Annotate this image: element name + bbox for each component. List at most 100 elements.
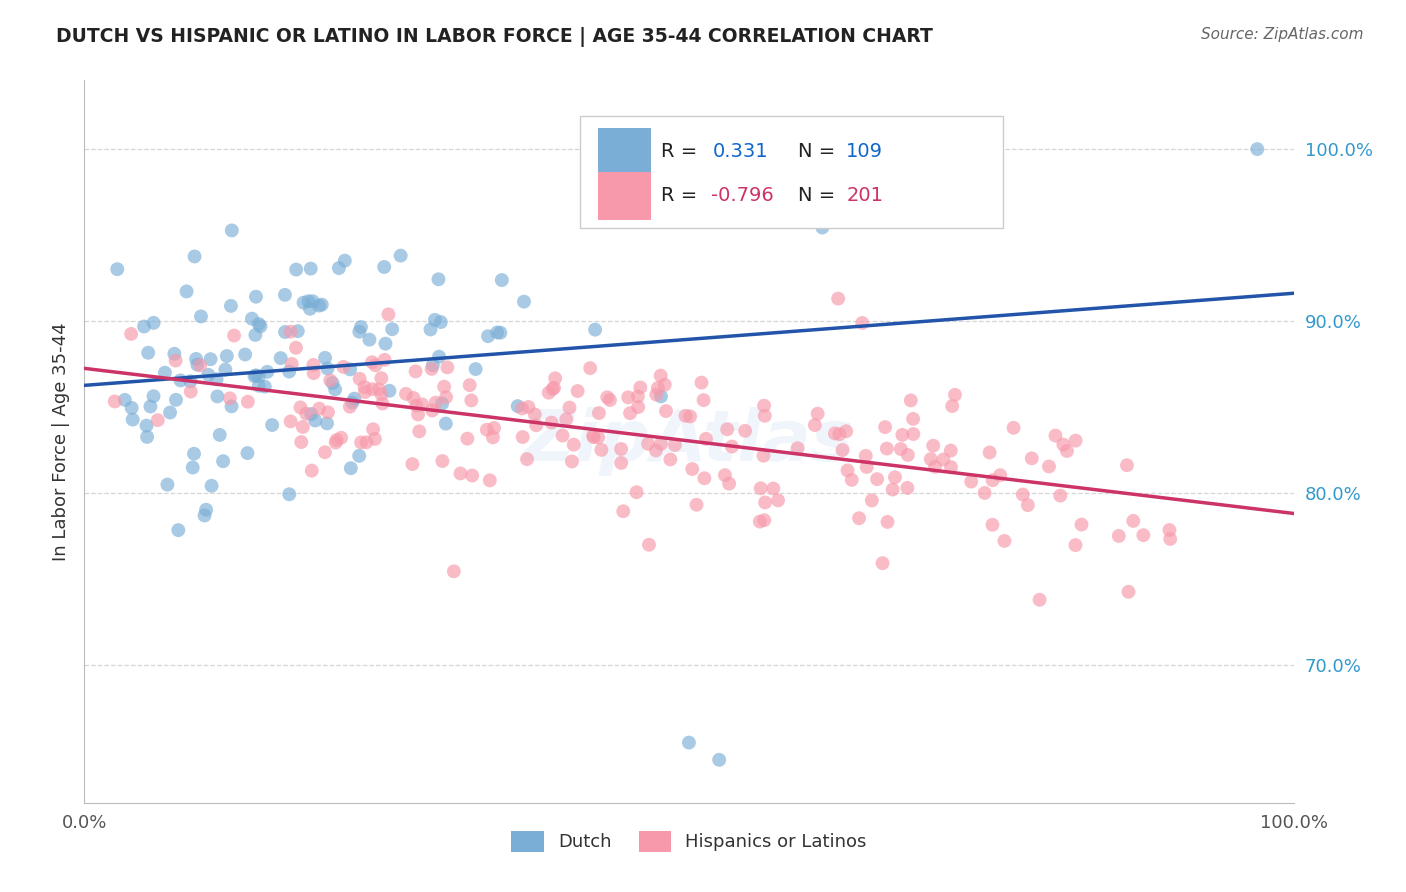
Point [135,418,157,433]
Point [153,366,176,380]
Point [193,508,215,523]
Point [249,319,271,334]
Point [236,446,259,460]
Point [190,310,212,324]
Point [301,294,323,309]
Point [558,401,581,415]
Point [855,449,877,463]
Point [430,396,453,410]
Point [876,515,898,529]
Point [693,471,716,485]
Point [482,421,505,435]
Point [181,460,204,475]
Point [240,311,263,326]
Point [654,377,676,392]
Point [280,357,302,371]
Point [121,412,143,426]
Point [389,249,412,263]
Point [245,368,267,383]
Point [299,407,322,421]
Point [339,362,361,376]
Point [979,445,1001,459]
Point [586,430,609,444]
Point [678,736,700,750]
Point [247,369,270,384]
Point [875,420,897,434]
Point [627,389,650,403]
Point [359,333,381,347]
Point [377,307,399,321]
Point [142,389,165,403]
Point [328,261,350,276]
Point [988,468,1011,483]
Point [754,495,776,509]
Point [831,442,853,457]
Point [367,382,389,396]
Point [807,407,830,421]
Point [1116,458,1139,473]
Point [1011,487,1033,501]
Point [828,427,851,442]
Point [1159,523,1181,537]
Point [323,383,346,397]
Point [903,427,925,442]
Point [524,418,547,433]
Point [460,393,482,408]
Point [841,473,863,487]
Point [960,475,983,489]
Point [537,385,560,400]
Point [884,470,907,484]
Point [825,215,848,229]
Point [350,435,373,450]
Point [627,400,650,414]
Point [316,417,339,431]
Point [1049,489,1071,503]
Point [664,438,686,452]
Point [645,387,668,401]
Point [381,322,404,336]
Point [370,371,392,385]
Point [1017,498,1039,512]
Text: 201: 201 [846,186,883,205]
Legend: Dutch, Hispanics or Latinos: Dutch, Hispanics or Latinos [503,823,875,859]
Point [748,515,770,529]
Point [159,405,181,419]
Point [939,443,962,458]
Point [891,428,914,442]
Point [981,473,1004,487]
Point [302,366,325,380]
Point [322,376,344,390]
Point [215,349,238,363]
Point [371,396,394,410]
Point [200,352,222,367]
Point [256,365,278,379]
Point [427,350,450,364]
Point [544,371,567,385]
Point [941,399,963,413]
Point [626,485,648,500]
Point [405,364,427,378]
Point [685,498,707,512]
Point [222,328,245,343]
Point [644,443,666,458]
Point [582,428,605,442]
Point [506,399,529,413]
Point [169,373,191,387]
Point [754,513,776,527]
Point [349,325,371,339]
Point [512,430,534,444]
Point [461,468,484,483]
Point [973,486,995,500]
Point [1122,514,1144,528]
Point [591,442,613,457]
Point [290,435,312,450]
Point [405,399,427,413]
Point [555,412,578,426]
Point [179,374,201,388]
Point [882,483,904,497]
Point [311,298,333,312]
Point [897,448,920,462]
Point [349,372,371,386]
Point [274,288,297,302]
Point [637,437,659,451]
